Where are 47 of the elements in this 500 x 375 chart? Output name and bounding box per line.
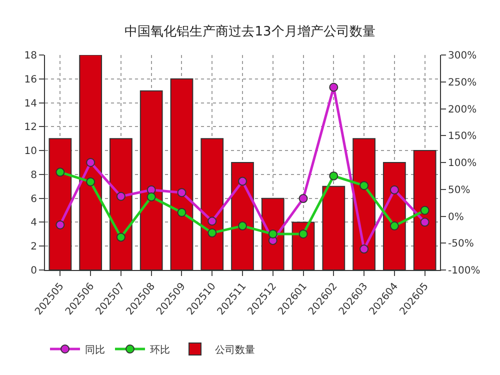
- legend-label: 同比: [85, 344, 105, 356]
- point: [238, 221, 247, 230]
- point: [360, 181, 369, 190]
- y-tick-label: 12: [24, 122, 37, 134]
- y2-tick-label: 200%: [448, 104, 477, 116]
- point: [298, 229, 308, 238]
- legend-label: 环比: [150, 344, 170, 356]
- y-tick-label: 0: [30, 266, 37, 276]
- y2-tick-label: 0%: [448, 212, 464, 223]
- y-tick-label: 14: [24, 98, 37, 110]
- chart-title: 中国氧化铝生产商过去13个月增产公司数量: [124, 24, 376, 40]
- point: [360, 244, 369, 254]
- point: [86, 177, 96, 186]
- y-tick-label: 8: [30, 170, 37, 181]
- point: [86, 158, 96, 167]
- point: [238, 176, 247, 186]
- y-tick-label: 6: [30, 194, 37, 205]
- point: [116, 232, 126, 242]
- y-tick-label: 18: [24, 50, 37, 62]
- y2-tick-label: -50%: [448, 238, 474, 250]
- point: [56, 220, 65, 230]
- y2-tick-label: 50%: [448, 184, 470, 196]
- legend-label: 公司数量: [215, 344, 255, 356]
- point: [208, 228, 217, 238]
- y2-tick-label: 150%: [448, 131, 477, 142]
- y-tick-label: 16: [24, 74, 37, 86]
- point: [329, 171, 338, 180]
- y-tick-label: 10: [24, 146, 37, 158]
- point: [177, 188, 186, 198]
- point: [116, 192, 126, 201]
- point: [329, 82, 338, 92]
- point: [298, 194, 308, 204]
- point: [420, 218, 430, 227]
- point: [146, 192, 156, 202]
- y-tick-label: 4: [30, 218, 37, 229]
- y2-tick-label: 300%: [448, 50, 477, 62]
- point: [56, 168, 65, 177]
- point: [390, 185, 399, 194]
- point: [177, 208, 186, 217]
- y2-tick-label: 250%: [448, 77, 477, 88]
- point: [390, 221, 399, 230]
- y2-tick-label: 100%: [448, 158, 477, 169]
- y-tick-label: 2: [30, 242, 37, 253]
- point: [420, 206, 430, 215]
- point: [268, 229, 278, 238]
- point: [208, 216, 217, 226]
- y2-tick-label: -100%: [448, 266, 480, 276]
